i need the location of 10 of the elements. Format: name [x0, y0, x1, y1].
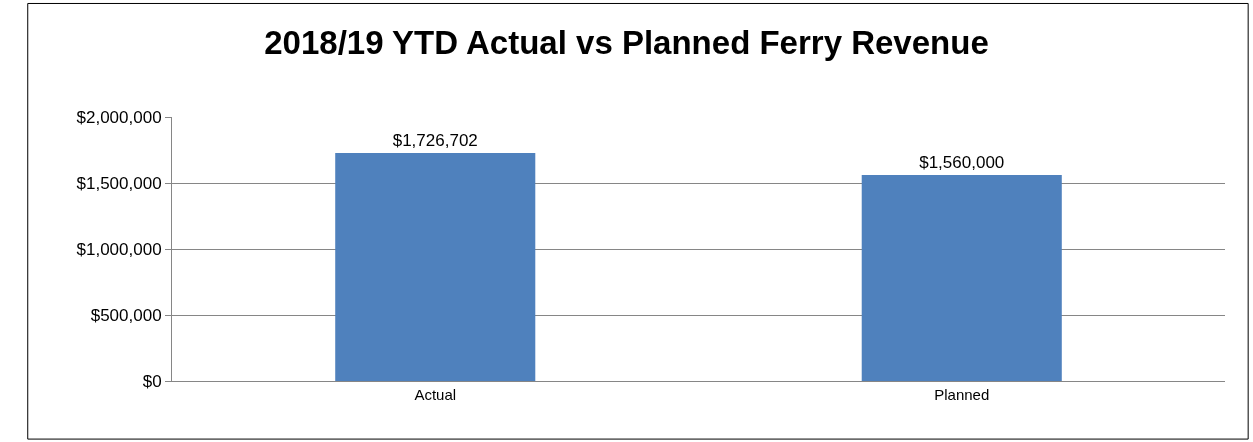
y-tick-label: $500,000 — [90, 305, 162, 325]
y-tick-label: $2,000,000 — [76, 107, 162, 127]
x-tick-label: Planned — [934, 386, 990, 403]
data-label: $1,726,702 — [392, 131, 478, 151]
x-tick-label: Actual — [414, 386, 457, 403]
chart-title: 2018/19 YTD Actual vs Planned Ferry Revenue — [264, 24, 989, 62]
y-tick-label: $1,500,000 — [76, 173, 162, 193]
y-tick-label: $1,000,000 — [76, 239, 162, 259]
data-label: $1,560,000 — [919, 153, 1005, 173]
y-tick-label: $0 — [142, 371, 162, 391]
